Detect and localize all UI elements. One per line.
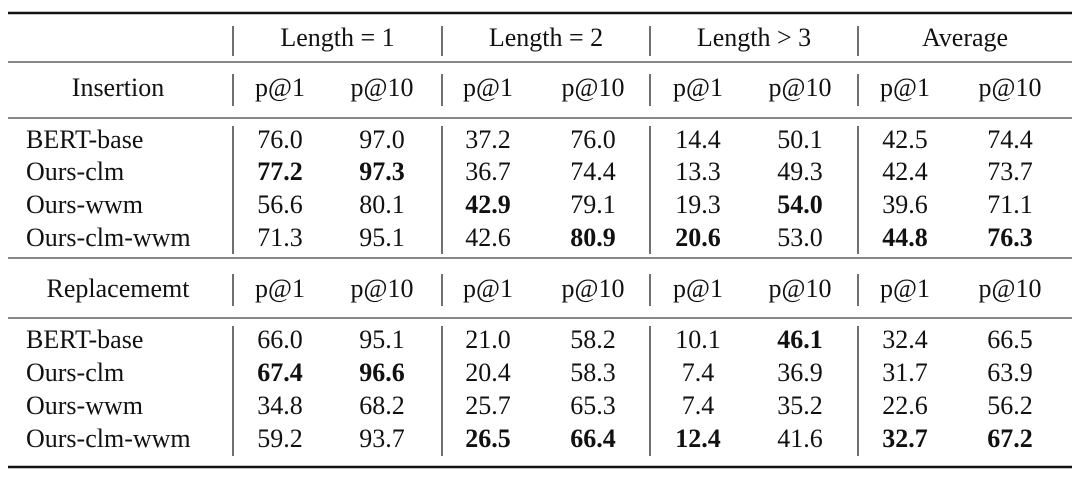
group-header: Length = 2 [489,23,603,52]
cell: 32.7 [882,424,928,453]
cell: 26.5 [465,424,511,453]
cell: 71.3 [257,223,303,252]
cell: 20.6 [675,223,721,252]
cell: 67.4 [257,358,303,387]
cell: 97.3 [359,157,405,186]
cell: 74.4 [987,125,1033,154]
cell: 41.6 [777,424,823,453]
row-label: Ours-wwm [26,391,143,420]
cell: 58.3 [570,358,616,387]
cell: 73.7 [987,157,1033,186]
cell: 80.9 [570,223,616,252]
cell: 77.2 [257,157,303,186]
cell: 79.1 [570,190,616,219]
cell: 44.8 [882,223,928,252]
cell: 80.1 [359,190,405,219]
row-label: Ours-clm [26,157,124,186]
cell: 12.4 [675,424,721,453]
row-label: Ours-clm-wwm [26,424,191,453]
cell: 96.6 [359,358,405,387]
row-label: Ours-clm-wwm [26,223,191,252]
column-header: p@1 [673,73,723,102]
cell: 56.6 [257,190,303,219]
cell: 7.4 [682,358,715,387]
cell: 59.2 [257,424,303,453]
cell: 56.2 [987,391,1033,420]
cell: 36.7 [465,157,511,186]
column-header: p@1 [673,274,723,303]
cell: 71.1 [987,190,1033,219]
cell: 95.1 [359,325,405,354]
cell: 21.0 [465,325,511,354]
row-label: BERT-base [26,125,143,154]
cell: 37.2 [465,125,511,154]
section-label: Insertion [72,73,164,102]
cell: 42.5 [882,125,928,154]
cell: 63.9 [987,358,1033,387]
cell: 32.4 [882,325,928,354]
cell: 67.2 [987,424,1033,453]
cell: 13.3 [675,157,721,186]
cell: 54.0 [777,190,823,219]
cell: 68.2 [359,391,405,420]
cell: 42.4 [882,157,928,186]
cell: 76.3 [987,223,1033,252]
cell: 65.3 [570,391,616,420]
cell: 39.6 [882,190,928,219]
cell: 66.5 [987,325,1033,354]
column-header: p@1 [463,73,513,102]
section-label: Replacememt [47,274,191,303]
column-header: p@10 [769,73,832,102]
row-label: Ours-wwm [26,190,143,219]
group-header: Length > 3 [697,23,811,52]
cell: 36.9 [777,358,823,387]
cell: 14.4 [675,125,721,154]
cell: 10.1 [675,325,721,354]
cell: 19.3 [675,190,721,219]
cell: 50.1 [777,125,823,154]
group-header: Average [922,23,1008,52]
column-header: p@10 [562,73,625,102]
column-header: p@10 [351,274,414,303]
cell: 53.0 [777,223,823,252]
cell: 31.7 [882,358,928,387]
column-header: p@1 [255,274,305,303]
cell: 25.7 [465,391,511,420]
cell: 49.3 [777,157,823,186]
cell: 20.4 [465,358,511,387]
column-header: p@10 [562,274,625,303]
column-header: p@1 [255,73,305,102]
cell: 46.1 [777,325,823,354]
cell: 74.4 [570,157,616,186]
column-header: p@10 [351,73,414,102]
cell: 66.4 [570,424,616,453]
group-header: Length = 1 [280,23,394,52]
cell: 93.7 [359,424,405,453]
cell: 35.2 [777,391,823,420]
row-label: Ours-clm [26,358,124,387]
cell: 76.0 [570,125,616,154]
column-header: p@1 [880,274,930,303]
column-header: p@10 [769,274,832,303]
cell: 42.6 [465,223,511,252]
cell: 97.0 [359,125,405,154]
cell: 95.1 [359,223,405,252]
cell: 76.0 [257,125,303,154]
cell: 22.6 [882,391,928,420]
cell: 42.9 [465,190,511,219]
cell: 7.4 [682,391,715,420]
column-header: p@10 [979,274,1042,303]
row-label: BERT-base [26,325,143,354]
column-header: p@1 [880,73,930,102]
cell: 34.8 [257,391,303,420]
column-header: p@1 [463,274,513,303]
cell: 58.2 [570,325,616,354]
cell: 66.0 [257,325,303,354]
column-header: p@10 [979,73,1042,102]
